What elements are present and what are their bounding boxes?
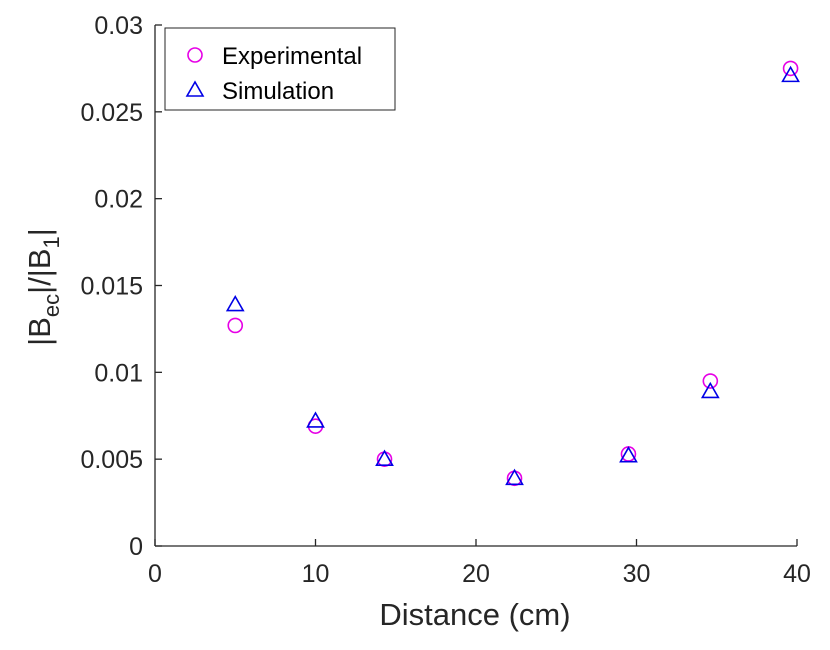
y-axis-label: |Bec|/|B1|: [22, 228, 64, 346]
experimental-point: [702, 373, 719, 389]
legend: Experimental Simulation: [164, 27, 396, 111]
y-ticks: 0 0.005 0.01 0.015 0.02 0.025 0.03: [80, 12, 162, 561]
x-tick-label: 30: [623, 560, 651, 588]
x-axis-label: Distance (cm): [379, 597, 570, 632]
y-label-subscript-1: 1: [39, 236, 64, 248]
y-label-part-2: |/|B: [22, 248, 57, 293]
y-tick-label: 0.025: [80, 99, 143, 127]
y-label-part-1: |B: [22, 317, 57, 346]
x-tick-label: 10: [302, 560, 330, 588]
legend-label-experimental: Experimental: [222, 43, 362, 70]
y-tick-label: 0.015: [80, 273, 143, 301]
y-label-subscript-ec: ec: [39, 294, 64, 317]
simulation-point: [700, 381, 720, 399]
x-ticks: 0 10 20 30 40: [148, 539, 811, 588]
experimental-point: [227, 317, 244, 334]
data-points: [225, 60, 800, 487]
simulation-point: [306, 411, 325, 428]
experimental-point: [782, 60, 799, 77]
x-tick-label: 40: [783, 560, 811, 588]
legend-circle-marker: [187, 47, 203, 63]
y-tick-label: 0.01: [94, 359, 143, 387]
x-tick-label: 20: [462, 560, 490, 588]
y-tick-label: 0: [129, 533, 143, 561]
legend-triangle-marker: [185, 80, 205, 97]
y-label-part-3: |: [22, 228, 57, 236]
simulation-point: [619, 446, 638, 463]
simulation-point: [225, 294, 245, 312]
y-tick-label: 0.02: [94, 186, 143, 214]
y-tick-label: 0.005: [80, 446, 143, 474]
simulation-point: [781, 65, 800, 83]
simulation-point: [505, 468, 524, 486]
x-tick-label: 0: [148, 560, 162, 588]
legend-label-simulation: Simulation: [222, 78, 334, 105]
simulation-point: [375, 449, 394, 466]
y-tick-label: 0.03: [94, 12, 143, 40]
